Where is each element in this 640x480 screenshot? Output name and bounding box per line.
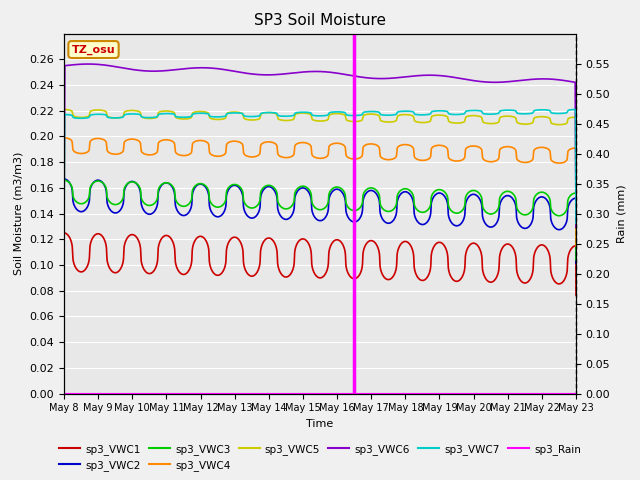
sp3_VWC2 <box>152 206 160 212</box>
Y-axis label: Rain (mm): Rain (mm) <box>616 184 626 243</box>
sp3_VWC7 <box>152 114 160 120</box>
Text: TZ_osu: TZ_osu <box>72 44 115 55</box>
sp3_VWC6 <box>406 73 414 79</box>
sp3_VWC1 <box>301 237 308 242</box>
Line: sp3_VWC2: sp3_VWC2 <box>64 179 576 264</box>
sp3_VWC6 <box>152 68 160 74</box>
sp3_VWC3 <box>152 199 160 204</box>
sp3_VWC6 <box>60 216 68 222</box>
sp3_VWC4 <box>572 243 580 249</box>
Legend: sp3_VWC1, sp3_VWC2, sp3_VWC3, sp3_VWC4, sp3_VWC5, sp3_VWC6, sp3_VWC7, sp3_Rain: sp3_VWC1, sp3_VWC2, sp3_VWC3, sp3_VWC4, … <box>55 439 585 475</box>
sp3_VWC7 <box>463 108 471 114</box>
sp3_VWC6 <box>572 225 580 230</box>
Line: sp3_VWC5: sp3_VWC5 <box>64 109 576 252</box>
sp3_VWC5 <box>464 113 472 119</box>
sp3_Rain <box>152 391 160 396</box>
sp3_VWC7 <box>60 251 68 257</box>
sp3_VWC4 <box>60 135 68 141</box>
sp3_VWC3 <box>60 249 68 254</box>
sp3_VWC1 <box>60 230 68 236</box>
X-axis label: Time: Time <box>307 419 333 429</box>
sp3_VWC5 <box>301 110 308 116</box>
sp3_VWC2 <box>572 261 580 266</box>
sp3_VWC7 <box>406 108 414 114</box>
sp3_VWC5 <box>572 114 579 120</box>
sp3_VWC6 <box>464 77 472 83</box>
sp3_Rain <box>435 391 442 396</box>
sp3_VWC1 <box>435 240 442 245</box>
sp3_VWC1 <box>60 284 68 289</box>
sp3_VWC1 <box>152 264 160 270</box>
sp3_VWC3 <box>301 183 308 189</box>
sp3_Rain <box>572 391 579 396</box>
sp3_VWC7 <box>572 107 579 112</box>
sp3_VWC7 <box>572 107 579 112</box>
sp3_Rain <box>572 391 580 396</box>
sp3_VWC6 <box>301 69 308 75</box>
sp3_VWC5 <box>435 112 442 118</box>
Line: sp3_VWC3: sp3_VWC3 <box>64 180 576 260</box>
sp3_VWC4 <box>301 140 308 145</box>
sp3_VWC4 <box>435 143 442 148</box>
sp3_VWC2 <box>60 248 68 253</box>
sp3_VWC7 <box>435 108 442 114</box>
sp3_VWC5 <box>61 107 68 112</box>
sp3_VWC4 <box>152 150 160 156</box>
Line: sp3_VWC1: sp3_VWC1 <box>64 233 576 295</box>
sp3_VWC5 <box>572 218 580 224</box>
sp3_VWC1 <box>464 246 472 252</box>
sp3_VWC5 <box>406 112 414 118</box>
sp3_VWC6 <box>84 61 92 67</box>
sp3_VWC3 <box>406 188 414 194</box>
sp3_VWC4 <box>464 144 472 150</box>
Line: sp3_VWC6: sp3_VWC6 <box>64 64 576 228</box>
sp3_VWC4 <box>406 143 414 148</box>
sp3_VWC7 <box>301 109 308 115</box>
sp3_Rain <box>463 391 471 396</box>
Line: sp3_VWC4: sp3_VWC4 <box>64 138 576 246</box>
sp3_VWC2 <box>301 185 308 191</box>
sp3_VWC6 <box>435 72 442 78</box>
sp3_Rain <box>406 391 414 396</box>
Y-axis label: Soil Moisture (m3/m3): Soil Moisture (m3/m3) <box>14 152 24 276</box>
sp3_VWC6 <box>572 121 579 127</box>
sp3_Rain <box>301 391 308 396</box>
sp3_VWC5 <box>60 249 68 254</box>
sp3_VWC5 <box>152 115 160 120</box>
sp3_VWC3 <box>435 187 442 192</box>
Line: sp3_VWC7: sp3_VWC7 <box>64 109 576 254</box>
sp3_VWC3 <box>464 191 472 196</box>
sp3_VWC4 <box>572 145 579 151</box>
sp3_VWC2 <box>60 176 68 182</box>
sp3_VWC2 <box>572 195 579 201</box>
sp3_VWC4 <box>60 237 68 243</box>
sp3_VWC1 <box>572 243 579 249</box>
sp3_VWC2 <box>464 196 472 202</box>
Title: SP3 Soil Moisture: SP3 Soil Moisture <box>254 13 386 28</box>
sp3_Rain <box>60 391 68 396</box>
sp3_VWC2 <box>435 190 442 196</box>
sp3_VWC3 <box>60 177 68 183</box>
sp3_VWC1 <box>406 242 414 248</box>
sp3_VWC7 <box>572 220 580 226</box>
sp3_VWC1 <box>572 292 580 298</box>
sp3_VWC3 <box>572 257 580 263</box>
sp3_VWC2 <box>406 192 414 197</box>
sp3_VWC3 <box>572 190 579 196</box>
